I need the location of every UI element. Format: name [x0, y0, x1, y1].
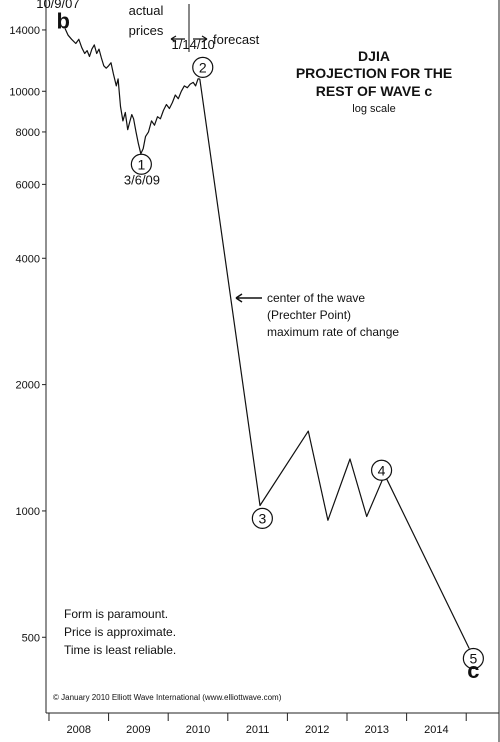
chart-title: DJIA [358, 48, 390, 64]
divider-label-prices: prices [129, 23, 164, 38]
x-tick-label: 2012 [305, 724, 329, 736]
x-tick-label: 2011 [246, 724, 270, 736]
y-tick-label: 6000 [16, 179, 40, 191]
date-annotation: 10/9/07 [36, 0, 79, 11]
x-tick-label: 2010 [186, 724, 210, 736]
actual-forecast-divider: actual prices forecast [129, 3, 260, 52]
y-tick-label: 2000 [16, 380, 40, 392]
center-wave-note: center of the wave (Prechter Point) maxi… [235, 291, 399, 339]
wave-circle [192, 56, 214, 78]
y-tick-label: 8000 [16, 127, 40, 139]
wave-label-c: c [467, 658, 479, 683]
wave-label-1: 1 [137, 156, 145, 172]
wave-labels: b 1 2 3 4 5c [57, 9, 484, 683]
x-tick-label: 2014 [424, 724, 448, 736]
chart-subtitle-line-1: PROJECTION FOR THE [296, 65, 452, 81]
disclaimer: Form is paramount. Price is approximate.… [64, 607, 176, 657]
x-tick-label: 2009 [126, 724, 150, 736]
x-axis-ticks: 2008 2009 2010 2011 2012 2013 2014 [48, 713, 467, 736]
disclaimer-line-2: Price is approximate. [64, 625, 176, 639]
wave-label-4: 4 [378, 462, 386, 478]
actual-series-line [64, 28, 200, 155]
y-tick-label: 14000 [9, 25, 40, 37]
disclaimer-line-3: Time is least reliable. [64, 643, 176, 657]
date-annotation: 3/6/09 [124, 172, 160, 187]
chart-title-block: DJIA PROJECTION FOR THE REST OF WAVE c l… [296, 48, 452, 115]
center-note-line-1: center of the wave [267, 291, 365, 305]
y-tick-label: 4000 [16, 253, 40, 265]
wave-circle [251, 507, 273, 529]
y-tick-label: 1000 [16, 506, 40, 518]
divider-label-forecast: forecast [213, 32, 260, 47]
y-axis-ticks: 500 1000 2000 4000 6000 8000 10000 14000 [9, 25, 46, 644]
y-tick-label: 10000 [9, 86, 40, 98]
scale-note: log scale [352, 103, 395, 115]
left-arrow-icon [170, 35, 185, 43]
copyright: © January 2010 Elliott Wave Internationa… [53, 693, 282, 702]
wave-label-5: 5 [469, 651, 477, 667]
date-annotations: 10/9/07 1/14/10 3/6/09 [36, 0, 215, 187]
plot-frame [45, 0, 500, 742]
right-arrow-icon [193, 35, 208, 43]
wave-label-3: 3 [258, 510, 266, 526]
wave-circle [370, 459, 393, 481]
wave-circle [462, 647, 484, 670]
center-note-line-2: (Prechter Point) [267, 308, 351, 322]
y-tick-label: 500 [22, 632, 40, 644]
center-note-line-3: maximum rate of change [267, 325, 399, 339]
wave-label-b: b [57, 9, 70, 34]
series-lines [64, 28, 470, 649]
chart-subtitle-line-2: REST OF WAVE c [316, 83, 433, 99]
x-tick-label: 2013 [365, 724, 389, 736]
wave-circle [130, 153, 152, 175]
left-arrow-icon [235, 293, 262, 303]
x-tick-label: 2008 [67, 724, 91, 736]
disclaimer-line-1: Form is paramount. [64, 607, 168, 621]
divider-label-actual: actual [129, 3, 164, 18]
date-annotation: 1/14/10 [172, 37, 215, 52]
forecast-series-line [199, 78, 470, 649]
wave-label-2: 2 [199, 59, 207, 75]
